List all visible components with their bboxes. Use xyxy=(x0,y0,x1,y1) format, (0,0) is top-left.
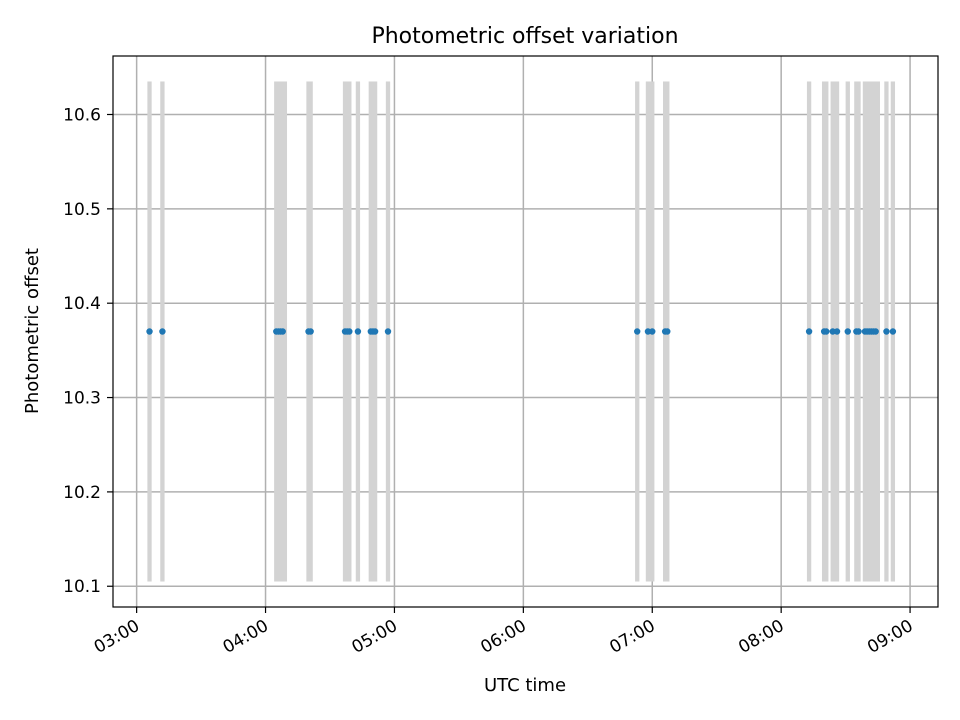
data-point xyxy=(855,328,862,335)
data-point xyxy=(354,328,362,335)
y-tick-label: 10.5 xyxy=(63,200,101,220)
y-tick-label: 10.3 xyxy=(63,389,101,409)
data-point xyxy=(833,328,841,335)
y-tick-label: 10.4 xyxy=(63,294,101,314)
data-point xyxy=(634,328,641,335)
data-point xyxy=(872,328,879,335)
data-point xyxy=(649,328,656,335)
data-point xyxy=(346,328,353,335)
y-tick-label: 10.2 xyxy=(63,483,101,503)
data-point xyxy=(844,328,851,335)
x-axis-label: UTC time xyxy=(484,675,566,696)
data-points xyxy=(146,328,897,335)
data-point xyxy=(384,328,392,335)
data-point xyxy=(371,328,379,335)
y-axis-label: Photometric offset xyxy=(22,248,43,414)
data-point xyxy=(823,328,830,335)
y-tick-label: 10.1 xyxy=(63,577,101,597)
y-axis-ticks: 10.1 10.2 10.3 10.4 10.5 10.6 xyxy=(63,105,113,597)
data-point xyxy=(805,328,813,335)
data-point xyxy=(889,328,897,335)
data-point xyxy=(146,328,153,335)
data-point xyxy=(279,328,286,335)
plot-area xyxy=(113,56,938,607)
data-point xyxy=(664,328,671,335)
data-point xyxy=(883,328,890,335)
grid xyxy=(113,56,938,607)
y-tick-label: 10.6 xyxy=(63,105,101,125)
data-point xyxy=(307,328,314,335)
data-point xyxy=(159,328,166,335)
chart-title: Photometric offset variation xyxy=(371,24,678,49)
plot-frame xyxy=(112,55,939,608)
